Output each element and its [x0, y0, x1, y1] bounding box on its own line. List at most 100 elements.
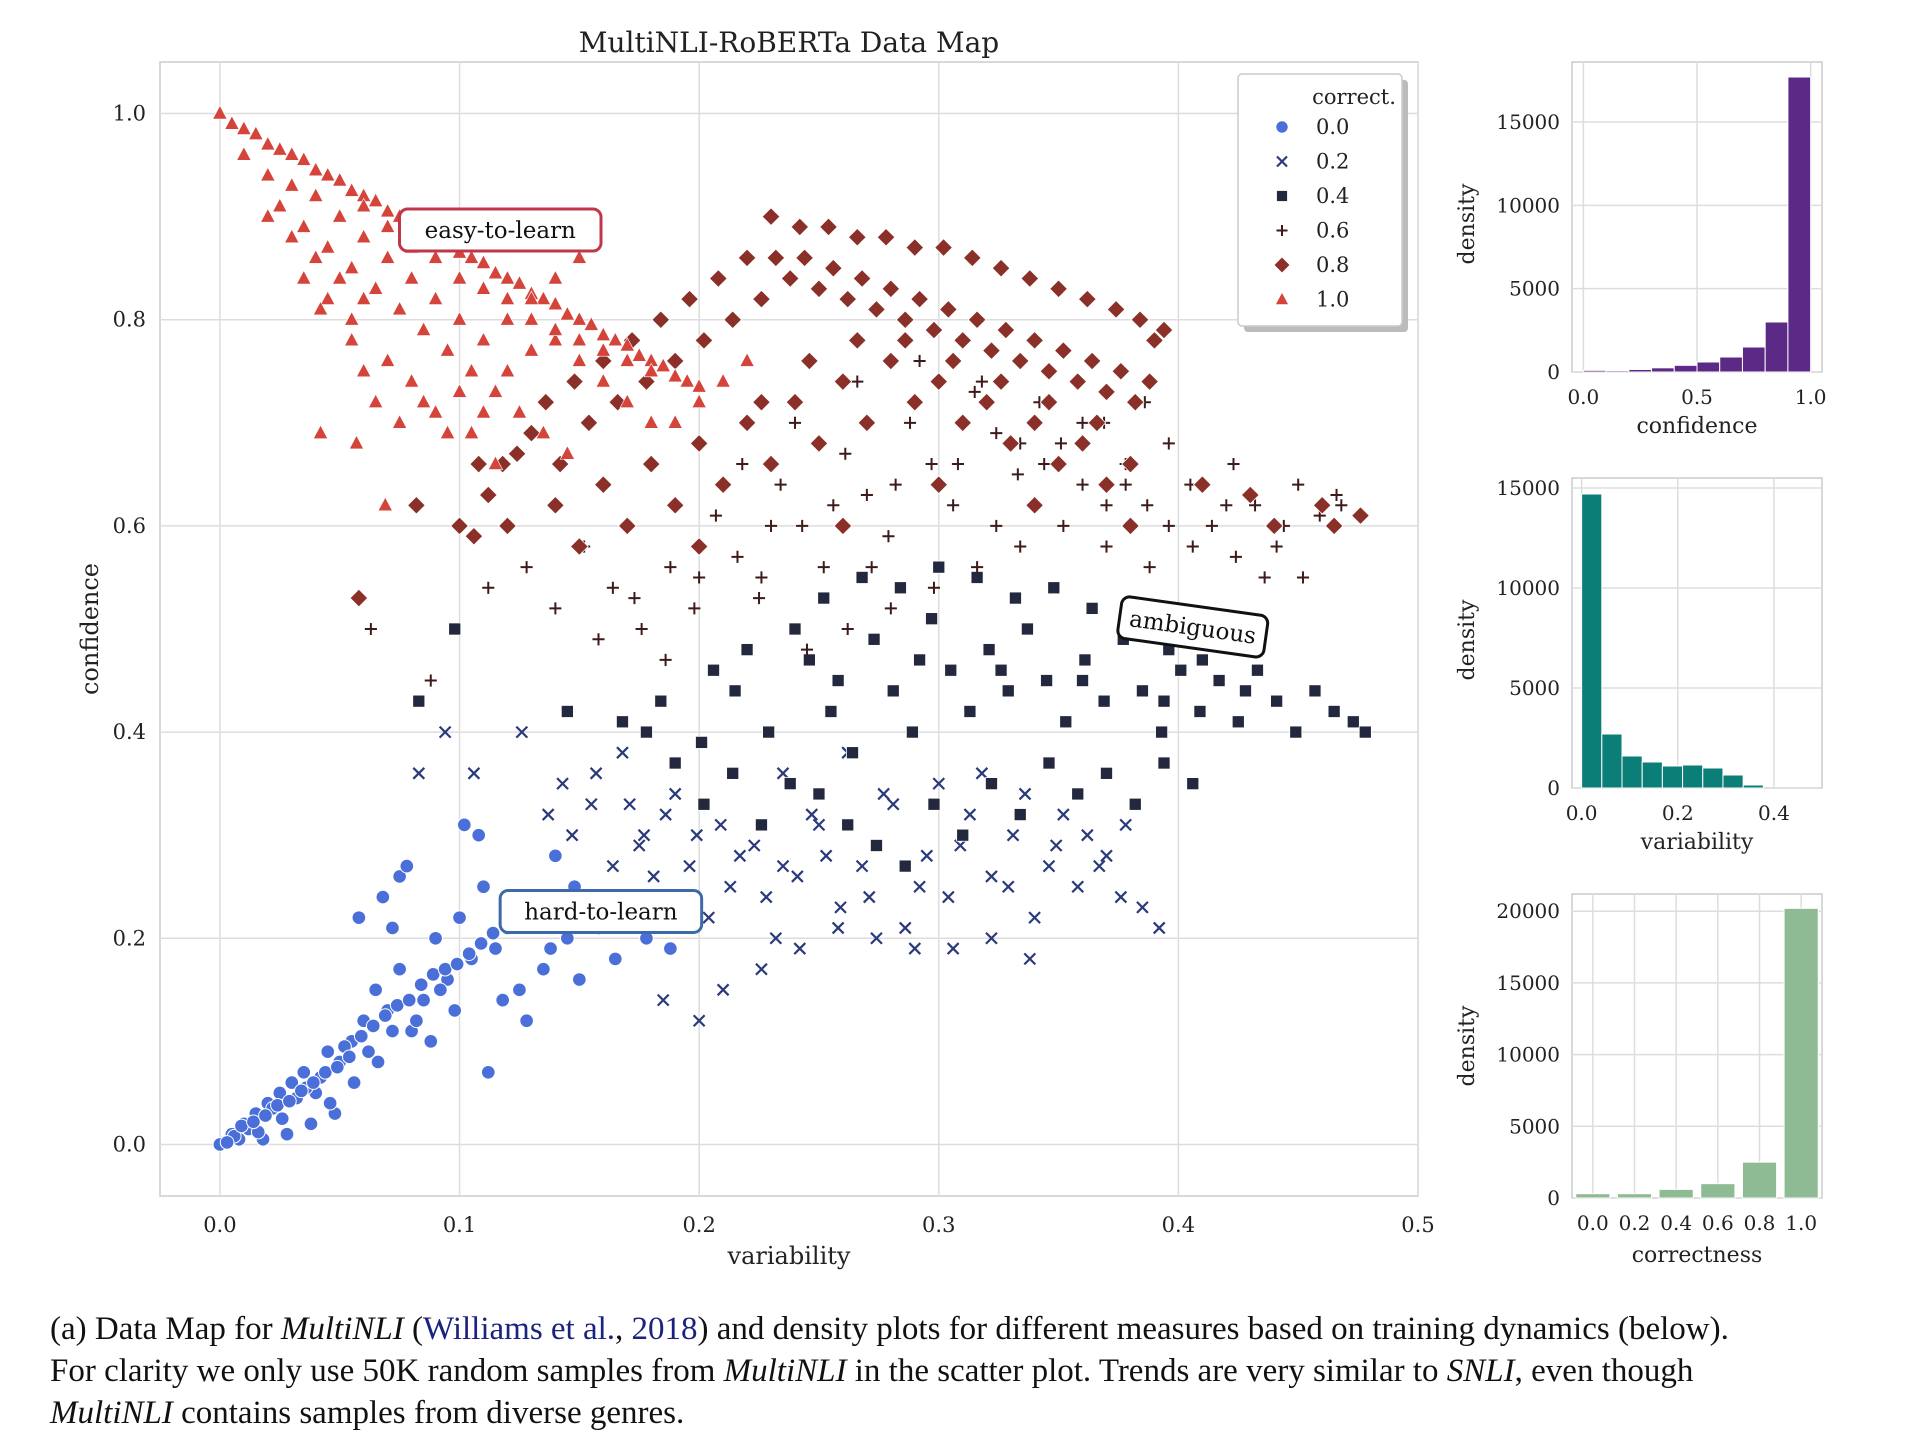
- scatter-point: [855, 859, 869, 873]
- scatter-point: [1078, 653, 1092, 667]
- scatter-point: [867, 632, 881, 646]
- histogram-y-tick-label: 5000: [1509, 1114, 1560, 1138]
- scatter-point: [647, 870, 660, 883]
- scatter-title: MultiNLI-RoBERTa Data Map: [579, 26, 999, 59]
- scatter-point: [541, 808, 555, 821]
- histogram-bar: [1682, 764, 1704, 789]
- scatter-point: [593, 475, 613, 495]
- annotation-group: hard-to-learn: [498, 888, 704, 934]
- scatter-point: [571, 249, 587, 264]
- scatter-point: [736, 458, 749, 471]
- scatter-point: [485, 925, 501, 941]
- scatter-point: [480, 1064, 496, 1080]
- scatter-point: [985, 931, 998, 945]
- scatter-point: [1154, 320, 1174, 340]
- scatter-point: [303, 1116, 319, 1132]
- scatter-point: [1018, 787, 1032, 801]
- scatter-point: [1114, 890, 1128, 904]
- scatter-point: [1270, 694, 1284, 708]
- scatter-point: [994, 663, 1008, 677]
- scatter-point: [1047, 581, 1061, 595]
- scatter-point: [716, 983, 730, 997]
- scatter-point: [368, 393, 384, 409]
- scatter-point: [898, 921, 912, 935]
- legend: correct. 0.0 0.2 0.4 0.6 0.8 1.0: [1237, 73, 1408, 332]
- scatter-point: [1093, 859, 1106, 873]
- scatter-point: [368, 982, 383, 998]
- citation-year-link[interactable]: 2018: [631, 1311, 698, 1347]
- histogram-y-tick-label: 15000: [1496, 971, 1560, 995]
- scatter-point: [1082, 351, 1102, 371]
- scatter-point: [423, 1034, 439, 1049]
- scatter-point: [448, 622, 462, 636]
- scatter-point: [356, 228, 372, 244]
- scatter-point: [956, 828, 970, 842]
- scatter-point: [1001, 880, 1015, 894]
- scatter-point: [424, 674, 437, 687]
- scatter-point: [1155, 725, 1169, 739]
- scatter-point: [296, 1064, 312, 1080]
- scatter-point: [606, 581, 619, 594]
- scatter-point: [617, 516, 637, 536]
- citation-authors-link[interactable]: Williams et al.: [423, 1311, 616, 1347]
- scatter-point: [548, 848, 563, 864]
- correctness-histogram-ticks: 0 5000 10000 15000 20000 0.0 0.2 0.4 0.6 0.8 1.0: [1496, 899, 1817, 1235]
- scatter-point: [1351, 506, 1370, 525]
- scatter-point: [946, 942, 960, 955]
- scatter-point: [351, 910, 367, 925]
- scatter-point: [708, 269, 728, 288]
- scatter-point: [920, 849, 934, 863]
- scatter-point: [903, 416, 917, 429]
- scatter-point: [488, 941, 503, 956]
- scatter-x-tick-label: 0.5: [1401, 1213, 1434, 1237]
- scatter-point: [1025, 495, 1044, 515]
- scatter-point: [679, 373, 695, 388]
- scatter-point: [1327, 705, 1341, 718]
- histogram-x-tick-label: 1.0: [1785, 1211, 1817, 1235]
- scatter-point: [635, 622, 648, 636]
- scatter-point: [559, 306, 576, 321]
- scatter-point: [761, 207, 781, 227]
- scatter-point: [272, 197, 288, 213]
- scatter-point: [691, 378, 707, 393]
- histogram-x-tick-label: 0.6: [1702, 1211, 1734, 1235]
- legend-marker: [1276, 225, 1288, 236]
- scatter-point: [726, 766, 740, 780]
- scatter-point: [694, 330, 714, 350]
- histogram-bar: [1783, 907, 1819, 1199]
- histogram-x-tick-label: 0.0: [1577, 1211, 1609, 1235]
- scatter-point: [968, 385, 981, 398]
- scatter-point: [733, 849, 747, 863]
- legend-marker: [1273, 256, 1291, 274]
- scatter-point: [985, 870, 998, 883]
- scatter-point: [1292, 478, 1305, 491]
- scatter-point: [607, 951, 623, 967]
- scatter-point: [616, 746, 629, 759]
- scatter-point: [322, 1095, 338, 1111]
- scatter-point: [990, 519, 1003, 532]
- scatter-point: [344, 182, 360, 197]
- histogram-bar: [1741, 1161, 1778, 1199]
- histogram-bar: [1621, 755, 1643, 789]
- annotation-label: hard-to-learn: [524, 899, 678, 925]
- scatter-point: [714, 818, 727, 832]
- scatter-point: [924, 320, 944, 340]
- scatter-point: [975, 375, 988, 388]
- scatter-point: [656, 993, 670, 1007]
- scatter-point: [1157, 756, 1171, 770]
- scatter-point: [1106, 300, 1126, 319]
- scatter-point: [619, 336, 635, 352]
- scatter-point: [1240, 485, 1260, 505]
- scatter-point: [707, 663, 720, 677]
- scatter-point: [258, 1108, 273, 1123]
- scatter-point: [1152, 921, 1166, 935]
- scatter-point: [379, 249, 396, 264]
- scatter-point: [795, 248, 814, 268]
- scatter-point: [764, 519, 778, 532]
- scatter-point: [1001, 434, 1021, 453]
- scatter-point: [471, 827, 487, 843]
- scatter-point: [643, 362, 659, 378]
- scatter-point: [461, 946, 477, 962]
- scatter-x-label: variability: [727, 1242, 851, 1270]
- scatter-point: [556, 777, 569, 790]
